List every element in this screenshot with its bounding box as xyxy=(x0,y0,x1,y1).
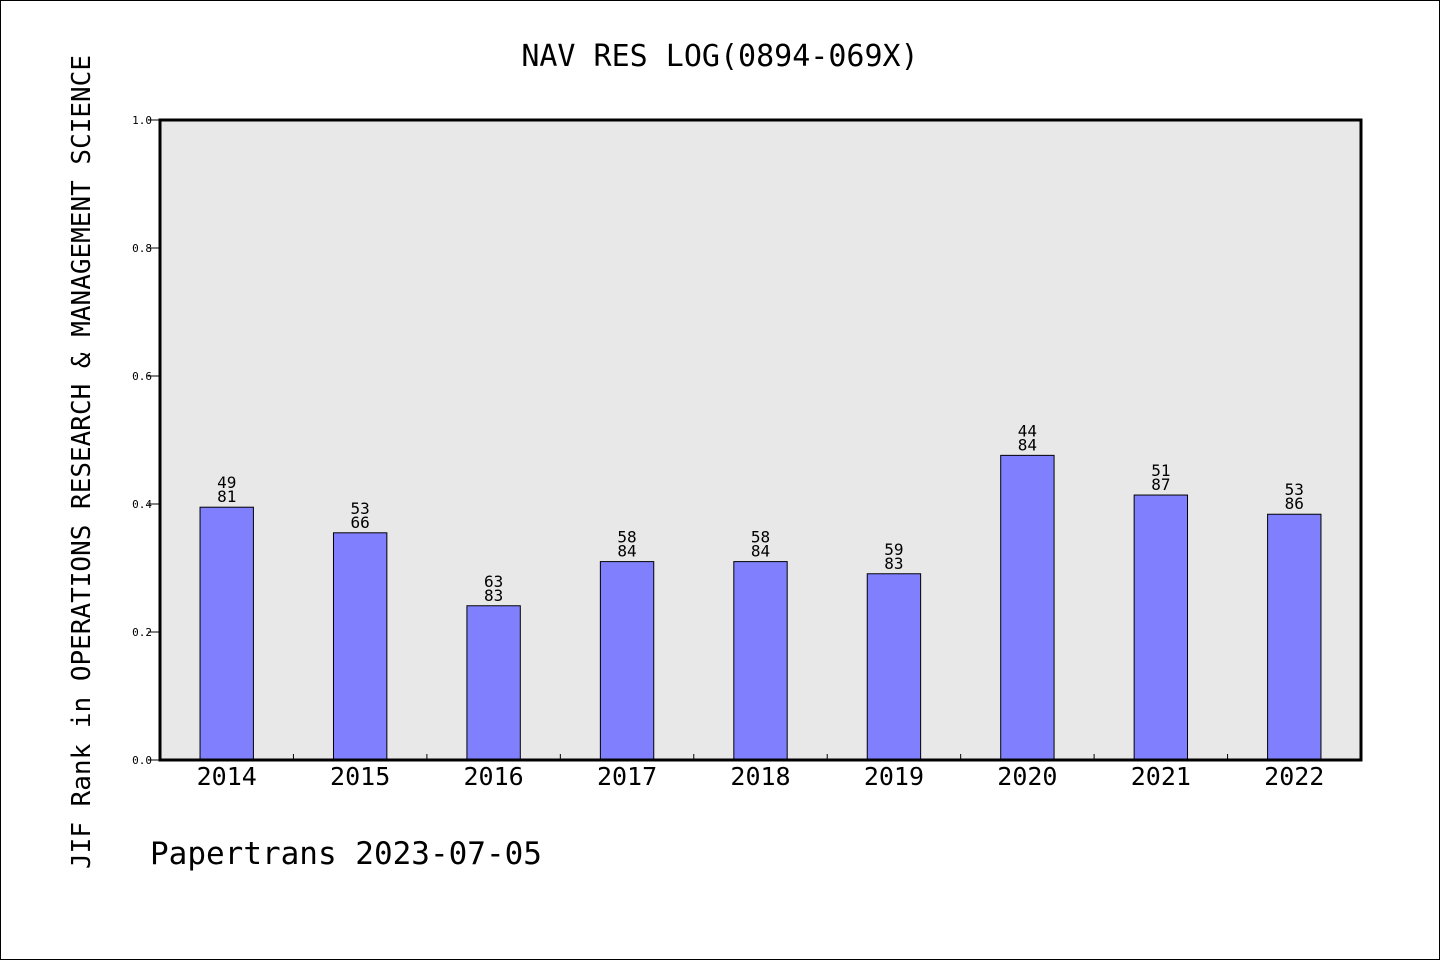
bar-rank-label: 44 xyxy=(1018,421,1037,440)
y-axis: 0.0 0.2 0.4 0.6 0.8 1.0 xyxy=(132,114,160,767)
bar-2020 xyxy=(1000,454,1055,761)
x-tick-label: 2015 xyxy=(330,762,390,791)
plot-border xyxy=(158,118,1363,762)
bar-total-label: 83 xyxy=(884,554,903,573)
x-tick-label: 2014 xyxy=(197,762,257,791)
bar-2019 xyxy=(866,573,922,761)
bar-total-label: 84 xyxy=(1018,435,1037,454)
bar-rank-label: 51 xyxy=(1151,461,1170,480)
bar-2017 xyxy=(599,561,655,761)
bar-2015 xyxy=(332,532,388,761)
bar-rank-label: 58 xyxy=(617,528,636,547)
x-tick-label: 2017 xyxy=(597,762,657,791)
bar-2018 xyxy=(733,561,788,761)
bars-layer xyxy=(199,454,1322,761)
bar-2016 xyxy=(466,605,521,761)
bar-total-label: 84 xyxy=(617,542,636,561)
y-tick-label: 0.0 xyxy=(132,754,152,767)
x-tick-label: 2020 xyxy=(997,762,1057,791)
bar-total-label: 84 xyxy=(751,542,770,561)
x-tick-label: 2022 xyxy=(1264,762,1324,791)
bar-rank-label: 63 xyxy=(484,572,503,591)
y-tick-label: 0.2 xyxy=(132,626,152,639)
bar-total-label: 83 xyxy=(484,586,503,605)
bar-total-label: 66 xyxy=(351,513,370,532)
y-tick-label: 1.0 xyxy=(132,114,152,127)
bar-rank-label: 49 xyxy=(217,473,236,492)
x-tick-label: 2021 xyxy=(1131,762,1191,791)
footer-credit: Papertrans 2023-07-05 xyxy=(150,836,542,872)
bar-total-label: 87 xyxy=(1151,475,1170,494)
y-axis-label: JIF Rank in OPERATIONS RESEARCH & MANAGE… xyxy=(67,55,97,869)
y-tick-label: 0.6 xyxy=(132,370,152,383)
bar-total-label: 86 xyxy=(1285,494,1304,513)
bar-rank-label: 58 xyxy=(751,528,770,547)
x-tick-label: 2018 xyxy=(730,762,790,791)
chart-title: NAV RES LOG(0894-069X) xyxy=(521,39,918,74)
bar-2022 xyxy=(1267,513,1322,761)
bar-rank-label: 53 xyxy=(351,499,370,518)
y-tick-label: 0.8 xyxy=(132,242,152,255)
y-tick-label: 0.4 xyxy=(132,498,152,511)
x-tick-label: 2019 xyxy=(864,762,924,791)
bar-2014 xyxy=(199,506,254,761)
bar-rank-label: 53 xyxy=(1285,480,1304,499)
x-tick-label: 2016 xyxy=(464,762,524,791)
bar-total-label: 81 xyxy=(217,487,236,506)
bar-rank-label: 59 xyxy=(884,540,903,559)
x-axis: 2014 2015 2016 2017 2018 2019 2020 2021 2022 xyxy=(197,754,1324,791)
bar-2021 xyxy=(1133,494,1189,761)
